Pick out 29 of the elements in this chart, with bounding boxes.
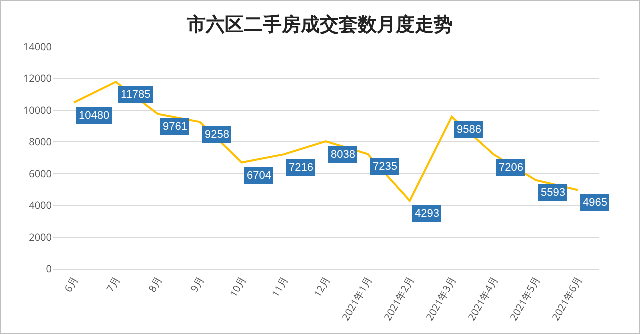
data-label: 6704 bbox=[247, 170, 272, 182]
x-tick-label: 10月 bbox=[226, 274, 249, 300]
data-label: 4293 bbox=[415, 208, 440, 220]
data-label: 9761 bbox=[163, 121, 188, 133]
x-tick-label: 11月 bbox=[268, 274, 291, 300]
data-label: 10480 bbox=[79, 110, 110, 122]
y-tick-label: 4000 bbox=[29, 198, 52, 212]
data-label: 7235 bbox=[373, 161, 398, 173]
x-tick-label: 6月 bbox=[60, 274, 81, 295]
data-label: 5593 bbox=[541, 187, 566, 199]
y-tick-label: 6000 bbox=[29, 166, 52, 180]
chart-title: 市六区二手房成交套数月度走势 bbox=[186, 14, 453, 36]
data-label: 11785 bbox=[121, 89, 151, 101]
x-tick-label: 9月 bbox=[186, 274, 207, 295]
data-label: 7206 bbox=[499, 162, 524, 174]
data-label: 8038 bbox=[331, 149, 356, 161]
x-tick-label: 12月 bbox=[310, 274, 333, 300]
x-tick-label: 7月 bbox=[102, 274, 123, 295]
y-tick-label: 2000 bbox=[29, 230, 52, 244]
x-tick-label: 8月 bbox=[144, 274, 165, 295]
data-label: 4965 bbox=[583, 197, 608, 209]
y-tick-label: 8000 bbox=[29, 134, 52, 149]
y-tick-label: 10000 bbox=[23, 102, 52, 117]
data-label: 9586 bbox=[457, 124, 482, 136]
y-tick-label: 14000 bbox=[23, 40, 52, 54]
data-label: 7216 bbox=[289, 162, 314, 174]
data-label: 9258 bbox=[205, 129, 230, 141]
y-tick-label: 0 bbox=[46, 262, 52, 276]
y-tick-label: 12000 bbox=[23, 71, 52, 86]
